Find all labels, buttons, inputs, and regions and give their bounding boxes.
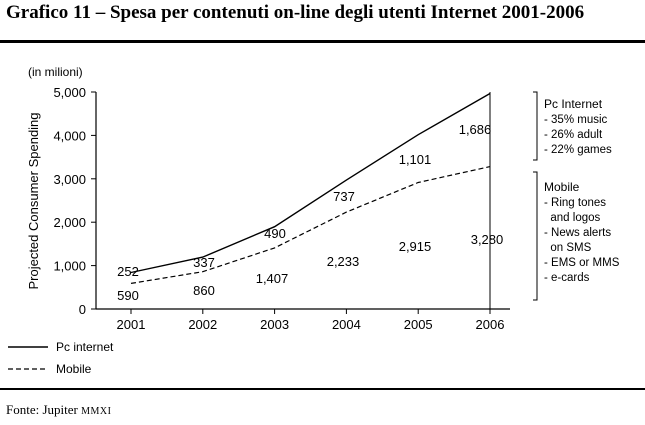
x-tick-label: 2004 (332, 317, 361, 332)
chart-title: Grafico 11 – Spesa per contenuti on-line… (6, 2, 585, 23)
data-label-pc-internet: 737 (333, 189, 355, 204)
x-tick-label: 2001 (117, 317, 146, 332)
data-label-mobile: 2,915 (399, 239, 432, 254)
data-label-mobile: 590 (117, 288, 139, 303)
unit-note: (in milioni) (28, 65, 83, 79)
y-tick-label: 1,000 (53, 259, 86, 274)
x-tick-label: 2003 (260, 317, 289, 332)
data-label-pc-internet: 1,686 (459, 122, 492, 137)
bracket-pc-internet (533, 91, 538, 161)
x-tick-label: 2002 (188, 317, 217, 332)
y-tick-label: 3,000 (53, 172, 86, 187)
legend-label-mobile: Mobile (56, 362, 92, 376)
series-line-mobile (130, 166, 491, 284)
bracket-mobile (533, 171, 538, 301)
data-label-mobile: 1,407 (256, 271, 289, 286)
annotation-mobile-line: - Ring tones (544, 197, 606, 209)
y-tick-label: 2,000 (53, 215, 86, 230)
y-tick-label: 4,000 (53, 128, 86, 143)
x-tick-label: 2005 (404, 317, 433, 332)
data-label-pc-internet: 1,101 (399, 152, 432, 167)
data-label-pc-internet: 490 (264, 226, 286, 241)
annotation-pc-internet-line: - 35% music (544, 114, 608, 126)
data-label-pc-internet: 337 (193, 255, 215, 270)
annotation-mobile-heading: Mobile (544, 180, 580, 194)
annotation-mobile-line: - News alerts (544, 227, 611, 239)
data-label-mobile: 860 (193, 283, 215, 298)
top-rule (0, 40, 645, 43)
annotation-mobile-line: on SMS (544, 242, 592, 254)
annotation-mobile-line: - e-cards (544, 272, 590, 284)
annotation-pc-internet-line: - 22% games (544, 144, 612, 156)
source-prefix: Fonte: Jupiter (6, 402, 82, 417)
data-label-pc-internet: 252 (117, 264, 139, 279)
chart-plot: (in milioni) Projected Consumer Spending… (8, 65, 620, 376)
annotation-pc-internet-line: - 26% adult (544, 129, 603, 141)
data-label-mobile: 2,233 (327, 254, 360, 269)
x-tick-label: 2006 (476, 317, 505, 332)
source-name: MMXI (81, 406, 112, 417)
series-line-pc-internet (130, 92, 491, 274)
y-axis-label: Projected Consumer Spending (26, 112, 41, 289)
annotation-mobile-line: - EMS or MMS (544, 257, 620, 269)
data-label-mobile: 3,280 (471, 232, 504, 247)
legend-label-pc-internet: Pc internet (56, 340, 114, 354)
annotation-pc-internet-heading: Pc Internet (544, 97, 603, 111)
annotation-mobile-line: and logos (544, 212, 601, 224)
bottom-rule (0, 388, 645, 390)
y-tick-label: 0 (79, 302, 86, 317)
source-note: Fonte: Jupiter MMXI (6, 402, 111, 418)
y-tick-label: 5,000 (53, 85, 86, 100)
